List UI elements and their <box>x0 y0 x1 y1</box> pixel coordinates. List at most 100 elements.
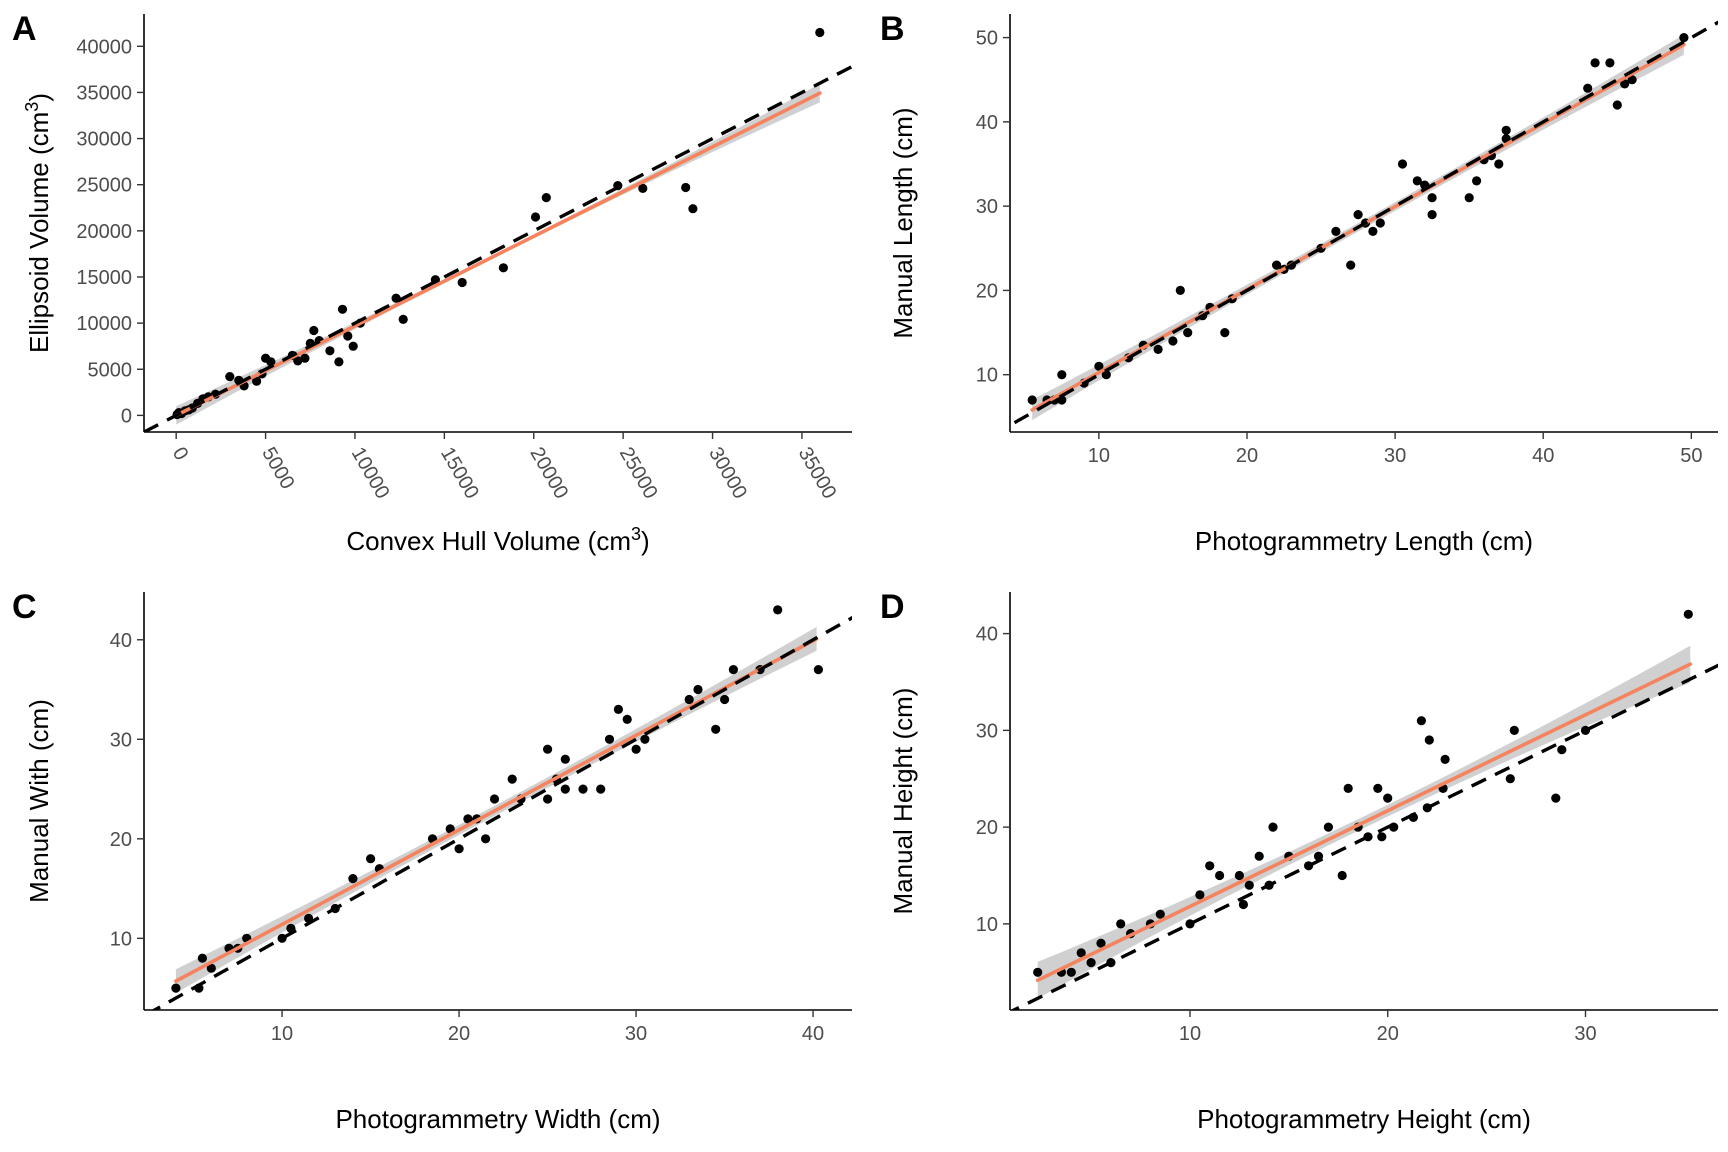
y-axis-title: Ellipsoid Volume (cm3) <box>22 93 54 353</box>
data-point <box>293 356 303 366</box>
x-axis-title-text: Photogrammetry Height (cm) <box>1197 1104 1531 1134</box>
data-point <box>1679 33 1689 43</box>
data-point <box>1424 735 1434 745</box>
data-point <box>1272 260 1282 270</box>
data-point <box>507 774 517 784</box>
y-tick-label: 10000 <box>76 313 132 335</box>
data-point <box>348 874 358 884</box>
x-tick-label: 20 <box>1236 445 1258 467</box>
y-tick-label: 10 <box>110 928 132 950</box>
x-axis-title-text: Convex Hull Volume (cm <box>346 526 631 556</box>
data-point <box>1353 210 1363 220</box>
data-point <box>309 325 319 336</box>
y-tick-label: 40 <box>976 112 998 134</box>
data-point <box>578 784 588 794</box>
data-point <box>197 953 207 963</box>
y-tick-label: 5000 <box>88 359 133 381</box>
x-tick-label: 10 <box>271 1023 293 1045</box>
data-point <box>445 824 455 834</box>
data-point <box>720 694 730 705</box>
x-tick-label: 40 <box>1532 445 1554 467</box>
data-point <box>1590 58 1600 68</box>
data-point <box>481 834 491 844</box>
data-point <box>343 331 353 341</box>
data-point <box>1183 328 1193 338</box>
data-point <box>1205 861 1215 871</box>
data-point <box>489 794 500 804</box>
x-axis-title-superscript: 3 <box>631 524 641 544</box>
x-tick-label: 10 <box>1088 445 1110 467</box>
plot-area <box>1010 609 1718 1010</box>
data-point <box>560 784 570 794</box>
data-point <box>171 983 181 993</box>
data-point <box>1505 774 1515 784</box>
data-point <box>596 784 606 794</box>
y-tick-label: 25000 <box>76 175 132 197</box>
x-tick-label: 30000 <box>704 444 751 503</box>
y-tick-label: 20 <box>110 829 132 851</box>
data-point <box>1501 125 1511 135</box>
data-point <box>1337 870 1347 881</box>
data-point <box>337 304 348 314</box>
x-axis-title-end: ) <box>641 526 650 556</box>
x-axis-title: Photogrammetry Length (cm) <box>1195 526 1533 556</box>
x-tick-label: 10 <box>1179 1023 1201 1045</box>
data-point <box>1175 285 1185 295</box>
panel-letter: A <box>12 10 37 48</box>
data-point <box>1195 890 1205 900</box>
data-point <box>1220 328 1230 338</box>
data-point <box>1427 193 1437 203</box>
data-point <box>1057 395 1067 405</box>
data-point <box>1027 395 1037 405</box>
data-point <box>1331 226 1341 236</box>
data-point <box>1057 370 1067 380</box>
data-point <box>266 357 276 367</box>
x-tick-label: 50 <box>1680 445 1702 467</box>
data-point <box>541 193 551 203</box>
data-point <box>1557 745 1567 755</box>
data-point <box>366 854 376 864</box>
data-point <box>1427 210 1437 220</box>
identity-line <box>151 615 852 1010</box>
data-point <box>1268 822 1278 832</box>
y-tick-label: 30 <box>976 720 998 742</box>
data-point <box>348 341 358 351</box>
data-point <box>1094 361 1104 371</box>
x-tick-label: 20 <box>1377 1023 1399 1045</box>
data-point <box>684 694 694 705</box>
data-point <box>1373 783 1383 794</box>
data-point <box>813 665 824 675</box>
y-tick-label: 35000 <box>76 82 132 104</box>
data-point <box>1346 260 1356 270</box>
data-point <box>300 353 310 363</box>
data-point <box>1066 967 1076 977</box>
panel-letter: D <box>880 588 905 626</box>
data-point <box>640 734 650 744</box>
data-point <box>1155 909 1165 919</box>
data-point <box>206 963 216 973</box>
y-tick-label: 0 <box>121 405 132 427</box>
data-point <box>638 183 648 193</box>
y-axis-title-end: ) <box>24 93 54 102</box>
data-point <box>1244 880 1254 890</box>
data-point <box>1416 716 1426 726</box>
y-tick-label: 40000 <box>76 36 132 58</box>
data-point <box>543 794 553 804</box>
identity-line <box>1010 663 1718 1010</box>
data-point <box>1580 725 1591 736</box>
data-point <box>325 346 335 356</box>
y-tick-label: 20 <box>976 817 998 839</box>
y-tick-label: 10 <box>976 914 998 936</box>
y-axis-title: Manual Height (cm) <box>888 688 918 915</box>
data-point <box>681 182 691 193</box>
y-tick-label: 30 <box>110 729 132 751</box>
data-point <box>1368 226 1378 236</box>
panel-b: 10 20 30 40 50 10 20 30 40 50 B Photogrammetry Leng… <box>880 10 1718 556</box>
x-tick-label: 20 <box>448 1023 470 1045</box>
x-axis-title: Convex Hull Volume (cm3) <box>346 524 649 556</box>
data-point <box>1375 218 1385 228</box>
y-tick-label: 30 <box>976 196 998 218</box>
x-tick-label: 30 <box>625 1023 647 1045</box>
panel-letter: C <box>12 588 37 626</box>
